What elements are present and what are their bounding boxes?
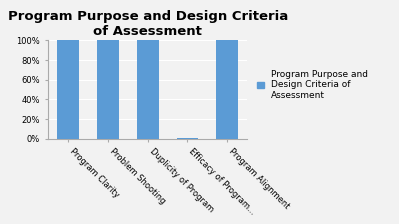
Bar (57, 40, 79, 139)
Legend: Program Purpose and
Design Criteria of
Assessment: Program Purpose and Design Criteria of A… (254, 67, 371, 102)
Bar (176, 138, 198, 139)
Bar (97, 40, 119, 139)
Title: Program Purpose and Design Criteria
of Assessment: Program Purpose and Design Criteria of A… (8, 10, 288, 38)
Bar (216, 40, 238, 139)
Bar (137, 40, 158, 139)
